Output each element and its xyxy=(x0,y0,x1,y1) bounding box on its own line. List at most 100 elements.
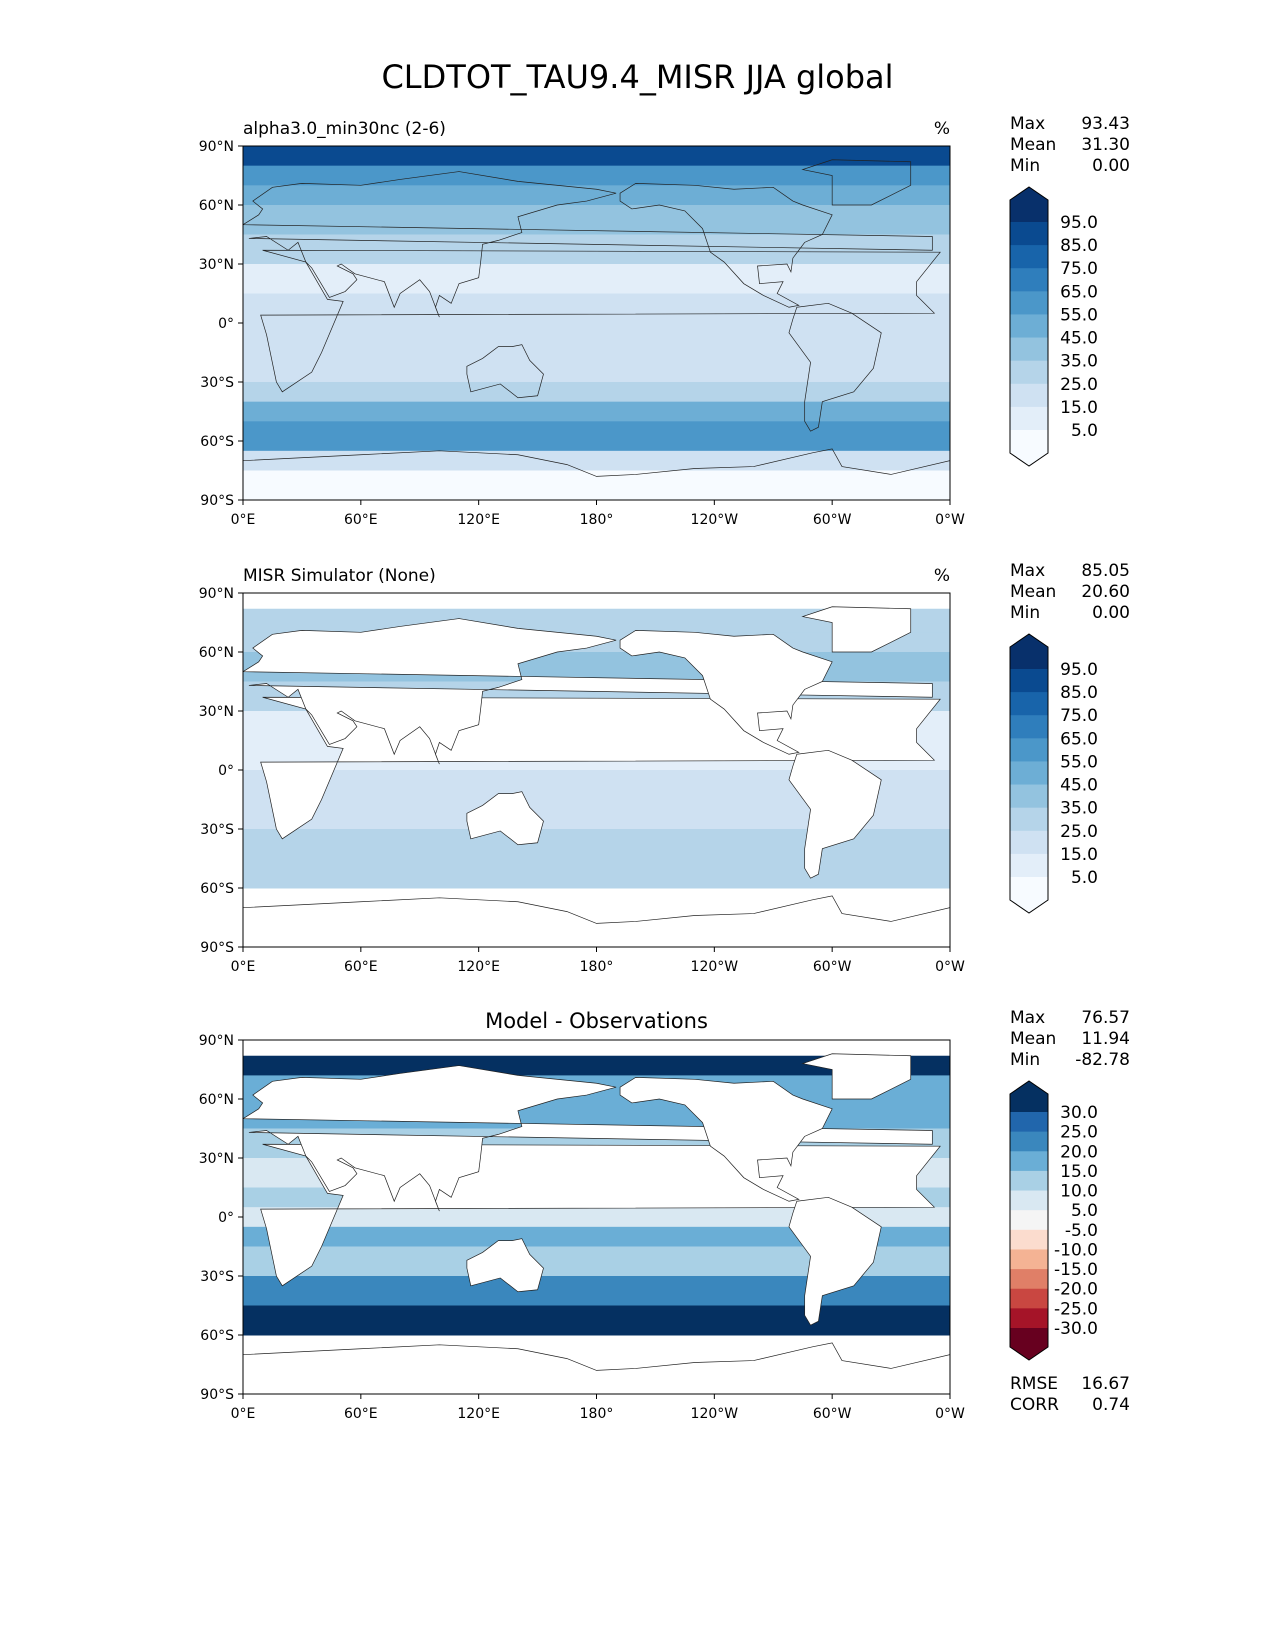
colorbar-label: -30.0 xyxy=(1054,1319,1098,1339)
coastline-australia xyxy=(466,1238,544,1293)
colorbar-segment xyxy=(1010,1308,1048,1329)
x-tick-label: 0°E xyxy=(231,959,256,975)
coastline-eurasia xyxy=(243,1065,933,1212)
contour-band xyxy=(243,165,950,186)
coastline-eurasia xyxy=(243,618,933,765)
coastline-samerica xyxy=(788,1196,882,1326)
colorbar-segment xyxy=(1010,222,1048,246)
colorbar-label: 35.0 xyxy=(1060,352,1098,372)
x-tick-label: 0°E xyxy=(231,1406,256,1422)
contour-band xyxy=(243,858,950,889)
contour-band xyxy=(243,421,950,452)
y-tick-label: 90°N xyxy=(199,1033,234,1049)
coastline-antarctica xyxy=(243,895,950,947)
contour-band xyxy=(243,382,950,403)
colorbar-label: 25.0 xyxy=(1060,375,1098,395)
colorbar: 95.0 85.0 75.0 65.0 55.0 45.0 35.0 25.0 15.0 5.0 xyxy=(1009,633,1098,914)
stat-value: 20.60 xyxy=(1081,582,1130,602)
colorbar-label: 45.0 xyxy=(1060,329,1098,349)
y-tick-label: 90°N xyxy=(199,586,234,602)
x-tick-label: 180° xyxy=(580,512,614,528)
colorbar-segment xyxy=(1010,807,1048,832)
y-tick-label: 30°S xyxy=(200,822,234,838)
contour-band xyxy=(243,205,950,235)
colorbar-label: 55.0 xyxy=(1060,305,1098,325)
stat-label: Mean xyxy=(1010,582,1056,602)
stat-value: 93.43 xyxy=(1081,114,1130,134)
y-tick-label: 90°S xyxy=(200,940,234,956)
y-tick-label: 90°S xyxy=(200,1387,234,1403)
y-tick-label: 90°S xyxy=(200,493,234,509)
contour-band xyxy=(243,146,950,167)
colorbar-segment xyxy=(1010,383,1048,408)
colorbar-label: 25.0 xyxy=(1060,822,1098,842)
colorbar-label: 95.0 xyxy=(1060,660,1098,680)
coastline-samerica xyxy=(788,302,882,432)
colorbar-label: 85.0 xyxy=(1060,683,1098,703)
colorbar-extend-bottom xyxy=(1010,430,1048,466)
colorbar-label: 5.0 xyxy=(1071,421,1098,441)
colorbar-segment xyxy=(1010,1249,1048,1270)
y-tick-label: 60°S xyxy=(200,1328,234,1344)
colorbar-segment xyxy=(1010,669,1048,693)
colorbar-segment xyxy=(1010,1269,1048,1290)
colorbar-label: 65.0 xyxy=(1060,282,1098,302)
x-tick-label: 60°W xyxy=(813,1406,852,1422)
panel-units: % xyxy=(934,566,950,586)
colorbar-label: -10.0 xyxy=(1054,1240,1098,1260)
panel-left-title: alpha3.0_min30nc (2-6) xyxy=(243,119,446,139)
colorbar: 95.0 85.0 75.0 65.0 55.0 45.0 35.0 25.0 15.0 5.0 xyxy=(1009,186,1098,467)
x-tick-label: 0°W xyxy=(935,512,965,528)
contour-band xyxy=(243,1226,950,1247)
panel-units: % xyxy=(934,119,950,139)
figure-title: CLDTOT_TAU9.4_MISR JJA global xyxy=(381,58,894,96)
colorbar-label: 35.0 xyxy=(1060,799,1098,819)
contour-band xyxy=(243,185,950,206)
colorbar-extend-top xyxy=(1010,634,1048,669)
y-tick-label: 0° xyxy=(218,316,234,332)
y-tick-label: 60°S xyxy=(200,434,234,450)
contour-band xyxy=(243,234,950,265)
coastline-eurasia xyxy=(243,171,933,318)
colorbar-outline xyxy=(1009,1080,1049,1361)
coastline-antarctica xyxy=(243,448,950,500)
stat-value: 0.00 xyxy=(1092,603,1130,623)
coastline-australia xyxy=(466,344,544,399)
x-tick-label: 120°W xyxy=(691,959,739,975)
colorbar-segment xyxy=(1010,761,1048,786)
x-tick-label: 60°W xyxy=(813,512,852,528)
panel-left-title: MISR Simulator (None) xyxy=(243,566,436,586)
colorbar-segment xyxy=(1010,784,1048,809)
colorbar-segment xyxy=(1010,406,1048,431)
x-tick-label: 120°E xyxy=(457,1406,500,1422)
colorbar: 30.025.020.015.010.05.0-5.0-10.0-15.0-20… xyxy=(1009,1080,1098,1361)
stat-label: Min xyxy=(1010,1050,1040,1070)
y-tick-label: 90°N xyxy=(199,139,234,155)
colorbar-segment xyxy=(1010,1229,1048,1250)
coastline-namerica xyxy=(619,630,833,755)
y-tick-label: 60°S xyxy=(200,881,234,897)
colorbar-label: 75.0 xyxy=(1060,706,1098,726)
contour-band xyxy=(243,401,950,422)
y-tick-label: 30°N xyxy=(199,1151,234,1167)
colorbar-segment xyxy=(1010,1131,1048,1152)
colorbar-segment xyxy=(1010,692,1048,716)
colorbar-label: 5.0 xyxy=(1071,1201,1098,1221)
stat-value: 31.30 xyxy=(1081,135,1130,155)
stat-value: 76.57 xyxy=(1081,1008,1130,1028)
x-tick-label: 0°W xyxy=(935,1406,965,1422)
map-field xyxy=(243,593,950,947)
colorbar-label: 65.0 xyxy=(1060,729,1098,749)
coastline-samerica xyxy=(788,749,882,879)
colorbar-segment xyxy=(1010,1288,1048,1309)
coastline-antarctica xyxy=(243,1342,950,1394)
colorbar-label: -5.0 xyxy=(1065,1221,1098,1241)
colorbar-segment xyxy=(1010,1170,1048,1192)
colorbar-outline xyxy=(1009,186,1049,467)
x-tick-label: 0°E xyxy=(231,512,256,528)
colorbar-label: -25.0 xyxy=(1054,1299,1098,1319)
colorbar-label: 85.0 xyxy=(1060,236,1098,256)
coastline-greenland xyxy=(801,159,912,206)
colorbar-label: -15.0 xyxy=(1054,1260,1098,1280)
y-tick-label: 30°N xyxy=(199,704,234,720)
